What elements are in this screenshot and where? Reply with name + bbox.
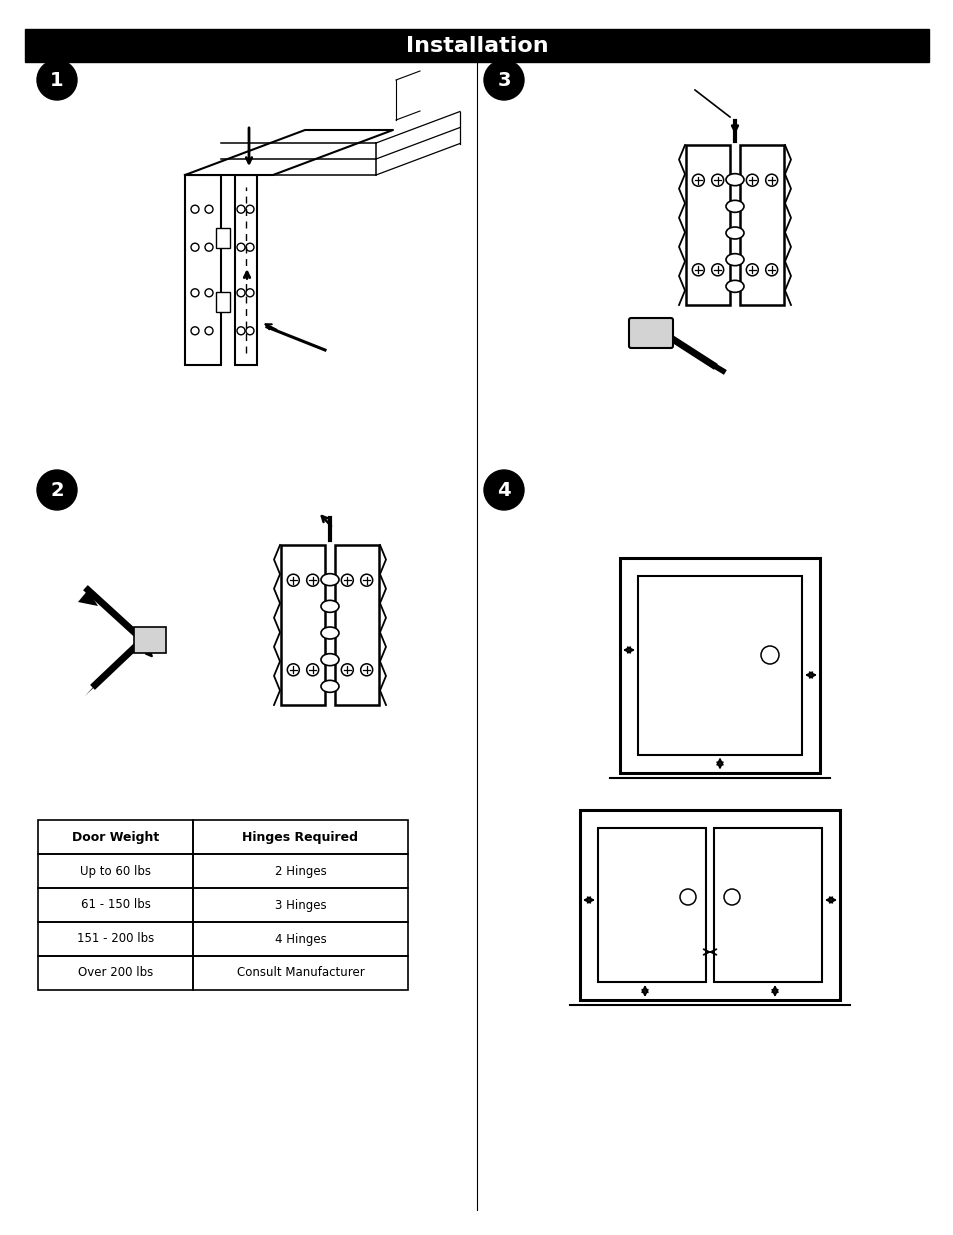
Bar [619,557,820,773]
Text: 3 Hinges: 3 Hinges [274,899,326,911]
Polygon shape [185,130,393,175]
Bar [133,627,166,653]
Bar [281,545,325,705]
Bar [38,956,193,990]
Circle shape [692,264,703,275]
Bar [185,175,221,366]
Bar [598,827,705,982]
Circle shape [306,574,318,587]
Text: 2: 2 [51,480,64,499]
Ellipse shape [725,253,743,266]
Text: 151 - 200 lbs: 151 - 200 lbs [77,932,154,946]
Circle shape [692,174,703,186]
Text: Hinges Required: Hinges Required [242,830,358,844]
Text: 2 Hinges: 2 Hinges [274,864,326,878]
Circle shape [745,264,758,275]
Text: 61 - 150 lbs: 61 - 150 lbs [80,899,151,911]
Bar [193,853,408,888]
Text: 4 Hinges: 4 Hinges [274,932,326,946]
Text: 1: 1 [51,70,64,89]
Polygon shape [85,672,110,697]
Bar [193,923,408,956]
Circle shape [341,663,353,676]
Ellipse shape [320,627,338,638]
Text: Over 200 lbs: Over 200 lbs [78,967,153,979]
Circle shape [723,889,740,905]
Circle shape [306,663,318,676]
Circle shape [760,646,779,664]
Bar [685,144,729,305]
Ellipse shape [725,200,743,212]
Ellipse shape [320,574,338,585]
Circle shape [745,174,758,186]
Bar [38,820,193,853]
Circle shape [765,174,777,186]
Circle shape [360,663,373,676]
Bar [215,227,230,248]
Ellipse shape [725,174,743,185]
Circle shape [37,61,77,100]
Bar [638,576,801,755]
Circle shape [765,264,777,275]
Bar [38,853,193,888]
FancyBboxPatch shape [628,317,672,348]
Bar [38,923,193,956]
Ellipse shape [320,653,338,666]
Bar [335,545,378,705]
Bar [193,820,408,853]
Circle shape [483,61,523,100]
Bar [193,888,408,923]
Circle shape [287,663,299,676]
Ellipse shape [725,280,743,293]
Bar [713,827,821,982]
Polygon shape [78,590,98,606]
Text: Consult Manufacturer: Consult Manufacturer [236,967,364,979]
Text: Installation: Installation [405,36,548,56]
Text: Door Weight: Door Weight [71,830,159,844]
Text: 4: 4 [497,480,510,499]
Circle shape [37,471,77,510]
Circle shape [711,264,723,275]
Bar [193,956,408,990]
Text: 3: 3 [497,70,510,89]
Ellipse shape [320,680,338,693]
Bar [740,144,783,305]
Bar [38,888,193,923]
Circle shape [679,889,696,905]
Circle shape [711,174,723,186]
Bar [25,28,928,62]
Ellipse shape [320,600,338,613]
Circle shape [483,471,523,510]
Ellipse shape [725,227,743,240]
Text: Up to 60 lbs: Up to 60 lbs [80,864,151,878]
Bar [579,810,840,1000]
Circle shape [360,574,373,587]
Bar [234,175,256,366]
Circle shape [287,574,299,587]
Bar [215,293,230,312]
Circle shape [341,574,353,587]
